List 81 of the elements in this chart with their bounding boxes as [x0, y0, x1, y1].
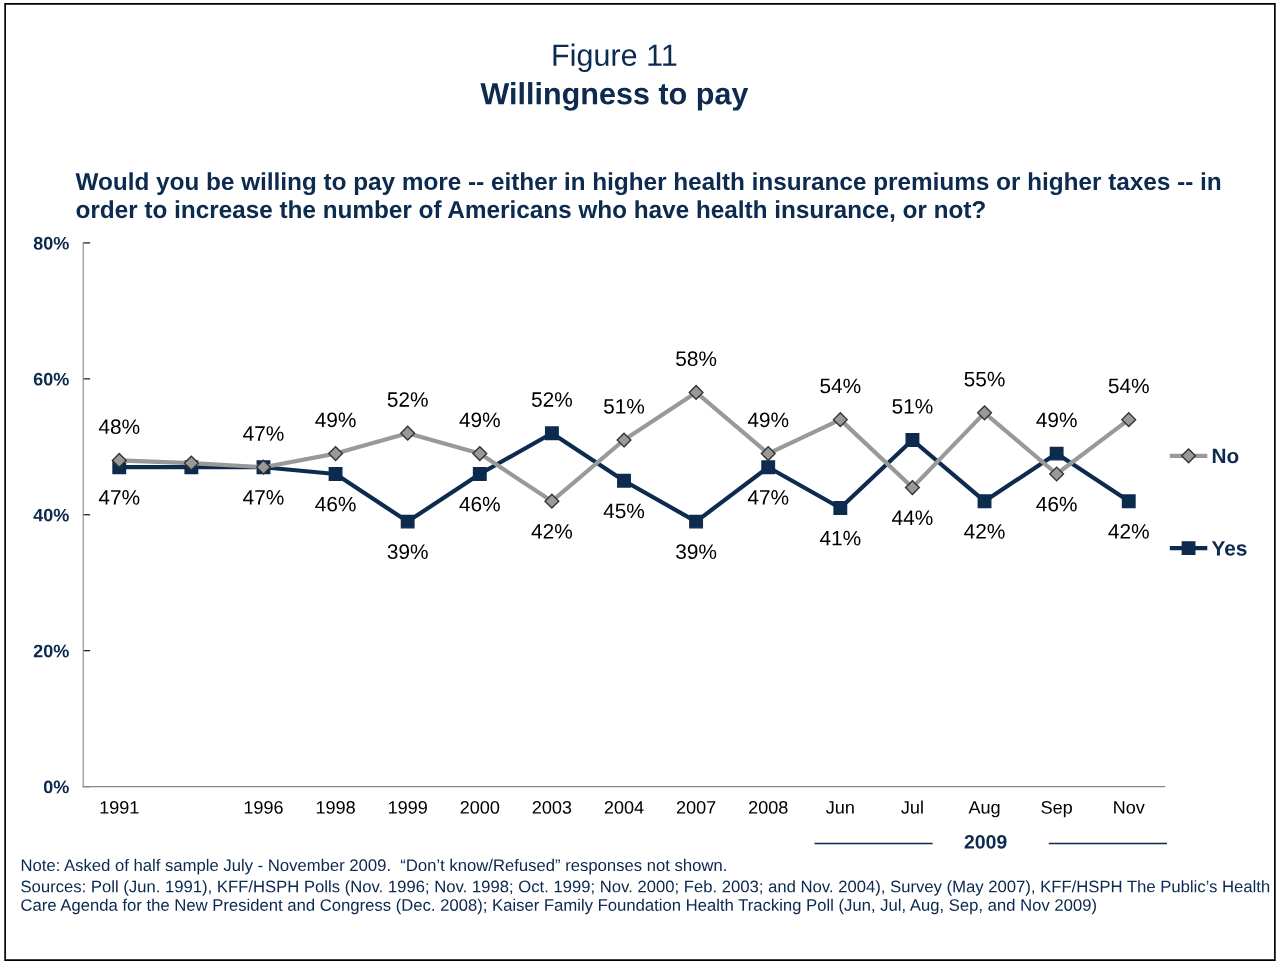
data-label: 52%: [387, 392, 428, 407]
point: [1121, 412, 1137, 428]
x-tick-label: Aug: [968, 801, 1000, 818]
data-label: 44%: [892, 510, 933, 526]
x-tick-label: 2007: [676, 800, 716, 814]
text: Note: Asked of half sample July - November 2009. “Don’t know/Refused” responses not shown.: [21, 858, 726, 875]
point: [544, 426, 559, 441]
point: [1121, 494, 1136, 509]
data-label: 42%: [964, 523, 1005, 539]
data-label: 49%: [315, 412, 356, 428]
x-tick-label: Jul: [901, 800, 923, 814]
point: [111, 452, 127, 468]
data-label: 47%: [747, 490, 789, 505]
y-tick-label: 60%: [33, 372, 69, 386]
data-label: 42%: [531, 523, 572, 539]
legend-label: No: [1212, 448, 1239, 464]
data-label: 58%: [676, 351, 717, 367]
point: [400, 514, 415, 529]
y-tick-label: 40%: [33, 508, 69, 522]
data-label: 45%: [603, 503, 645, 519]
data-label: 41%: [819, 530, 861, 546]
point: [905, 433, 920, 447]
point: [1049, 446, 1064, 461]
data-label: 51%: [892, 399, 933, 414]
point: [977, 494, 992, 509]
x-tick-label: Jun: [826, 801, 854, 814]
x-tick-label: 2003: [532, 800, 572, 814]
text: 2009: [964, 834, 1007, 849]
data-label: 46%: [459, 496, 500, 512]
data-label: 47%: [98, 490, 140, 505]
point: [616, 432, 632, 448]
point: [544, 493, 560, 509]
point: [832, 412, 848, 428]
data-label: 54%: [1108, 378, 1149, 394]
data-label: 49%: [747, 412, 789, 428]
data-label: 47%: [243, 490, 284, 505]
x-tick-label: 1999: [388, 800, 427, 814]
chart-title: Figure 11: [553, 43, 677, 73]
source-note: Sources: Poll (Jun. 1991), KFF/HSPH Polls (Nov. 1996; Nov. 1998; Oct. 1999; Nov. 2000; Feb. 2003; and Nov. 2004), Survey (May 2007), KFF/HSPH The Public’s Health Care Agenda for the New President and Congress (Dec. 2008); Kaiser Family Foundation Health Tracking Poll (Jun, Jul, Aug, Sep, and Nov 2009): [21, 880, 1270, 915]
y-tick-label: 0%: [43, 780, 69, 794]
point: [689, 514, 704, 529]
data-label: 52%: [531, 392, 572, 407]
text: Would you be willing to pay more -- either in higher health insurance premiums or higher taxes -- in order to increase the number of Americans who have health insurance, or not?: [75, 172, 1221, 222]
point: [688, 384, 704, 401]
data-label: 55%: [964, 371, 1005, 387]
point: [976, 405, 993, 421]
y-tick-label: 80%: [33, 236, 69, 250]
point: [183, 455, 199, 471]
y-tick-label: 20%: [33, 644, 69, 658]
data-label: 46%: [315, 496, 356, 512]
data-label: 54%: [820, 378, 861, 394]
x-tick-label: 1996: [244, 800, 283, 814]
data-label: 42%: [1108, 523, 1149, 539]
data-label: 49%: [1036, 412, 1077, 428]
point: [328, 446, 344, 462]
point: [617, 473, 631, 488]
point: [760, 446, 776, 462]
data-label: 51%: [603, 399, 645, 414]
x-tick-label: 2008: [749, 800, 788, 814]
point: [904, 480, 920, 496]
point: [472, 446, 488, 462]
data-label: 48%: [98, 419, 140, 435]
data-label: 39%: [676, 544, 717, 560]
x-tick-label: Nov: [1114, 801, 1145, 814]
point: [328, 467, 343, 481]
data-label: 47%: [243, 426, 284, 441]
data-label: 46%: [1036, 496, 1077, 512]
x-tick-label: 2000: [460, 800, 500, 814]
data-label: 49%: [459, 412, 500, 428]
x-tick-label: 1998: [316, 800, 355, 814]
x-tick-label: Sep: [1041, 800, 1072, 818]
point: [833, 501, 848, 515]
point: [472, 467, 487, 481]
data-label: 39%: [387, 544, 428, 560]
point: [1049, 466, 1065, 482]
x-tick-label: 1991: [100, 800, 139, 814]
legend-label: Yes: [1211, 541, 1247, 556]
x-tick-label: 2004: [604, 800, 644, 814]
point: [400, 425, 416, 441]
point: [761, 460, 776, 475]
chart-subtitle: Willingness to pay: [480, 82, 749, 111]
